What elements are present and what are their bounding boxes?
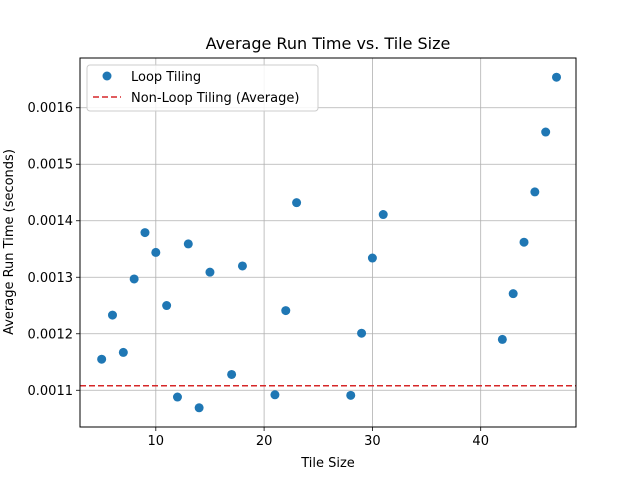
x-tick-label: 20 — [256, 434, 273, 449]
x-tick-label: 40 — [472, 434, 489, 449]
y-tick-label: 0.0013 — [28, 271, 74, 286]
data-point — [151, 247, 161, 257]
data-point — [183, 239, 193, 249]
x-tick-label: 30 — [364, 434, 381, 449]
data-point — [541, 127, 551, 137]
data-point — [129, 274, 139, 284]
data-point — [107, 310, 117, 320]
data-point — [97, 354, 107, 364]
legend-box — [86, 64, 319, 112]
data-point — [497, 334, 507, 344]
x-axis-ticks: 10 20 30 40 — [148, 427, 489, 449]
legend-marker-loop-tiling — [102, 71, 112, 81]
data-point — [519, 237, 529, 247]
data-point — [508, 289, 518, 299]
data-point — [237, 261, 247, 271]
x-axis-label: Tile Size — [300, 456, 355, 471]
y-tick-label: 0.0011 — [28, 384, 74, 399]
legend-label-non-loop-tiling: Non-Loop Tiling (Average) — [131, 91, 299, 106]
y-axis-ticks: 0.0011 0.0012 0.0013 0.0014 0.0015 0.0016 — [28, 101, 80, 399]
legend-label-loop-tiling: Loop Tiling — [131, 70, 201, 85]
data-point — [367, 253, 377, 263]
data-point — [530, 187, 540, 197]
y-tick-label: 0.0016 — [28, 101, 74, 116]
grid — [80, 58, 576, 427]
data-point — [270, 390, 280, 400]
data-point — [118, 347, 128, 357]
chart-title: Average Run Time vs. Tile Size — [206, 34, 451, 53]
data-point — [552, 72, 562, 82]
data-point — [292, 198, 302, 208]
x-tick-label: 10 — [148, 434, 165, 449]
data-point — [346, 390, 356, 400]
y-tick-label: 0.0015 — [28, 158, 74, 173]
scatter-points — [97, 72, 562, 413]
data-point — [162, 301, 172, 311]
data-point — [227, 369, 237, 379]
plot-frame — [79, 57, 577, 428]
y-tick-label: 0.0014 — [28, 214, 74, 229]
data-point — [194, 403, 204, 413]
data-point — [140, 228, 150, 238]
data-point — [281, 306, 291, 316]
data-point — [378, 210, 388, 220]
data-point — [205, 267, 215, 277]
y-tick-label: 0.0012 — [28, 327, 74, 342]
data-point — [172, 392, 182, 402]
legend: Loop Tiling Non-Loop Tiling (Average) — [86, 64, 319, 112]
data-point — [357, 328, 367, 338]
y-axis-label: Average Run Time (seconds) — [2, 149, 17, 335]
